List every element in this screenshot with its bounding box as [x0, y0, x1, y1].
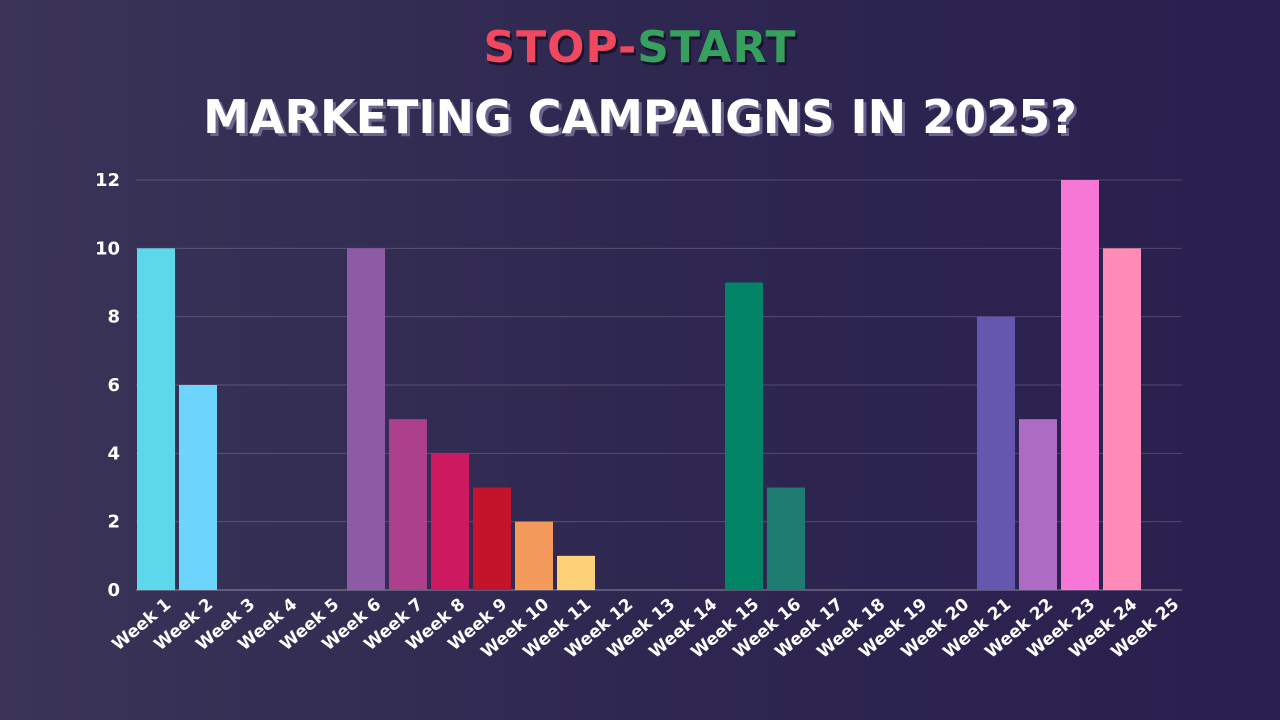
title-stop: STOP — [483, 22, 619, 73]
y-tick-label: 6 — [107, 375, 120, 396]
bar — [473, 487, 511, 590]
y-tick-label: 8 — [107, 307, 120, 328]
y-tick-label: 12 — [95, 170, 120, 191]
bar — [977, 316, 1015, 590]
y-axis: 0 2 4 6 8 10 12 — [95, 170, 120, 601]
bar — [137, 248, 175, 591]
title-line-2: MARKETING CAMPAIGNS IN 2025? — [203, 90, 1077, 144]
bar — [389, 419, 427, 590]
bar — [1103, 248, 1141, 591]
bar — [179, 385, 217, 590]
y-tick-label: 10 — [95, 238, 120, 259]
title-separator: - — [618, 22, 638, 73]
title-line-1: STOP-START — [0, 18, 1280, 78]
chart-title: STOP-START MARKETING CAMPAIGNS IN 2025? — [0, 18, 1280, 150]
bar — [767, 487, 805, 590]
bar — [515, 521, 553, 590]
bar — [557, 555, 595, 590]
title-start: START — [637, 22, 797, 73]
bar — [431, 453, 469, 590]
bar — [1019, 419, 1057, 590]
y-tick-label: 4 — [107, 443, 120, 464]
y-tick-label: 2 — [107, 512, 120, 533]
bars — [137, 180, 1141, 591]
y-tick-label: 0 — [107, 580, 120, 601]
bar — [347, 248, 385, 591]
bar — [1061, 180, 1099, 590]
bar — [725, 282, 763, 590]
